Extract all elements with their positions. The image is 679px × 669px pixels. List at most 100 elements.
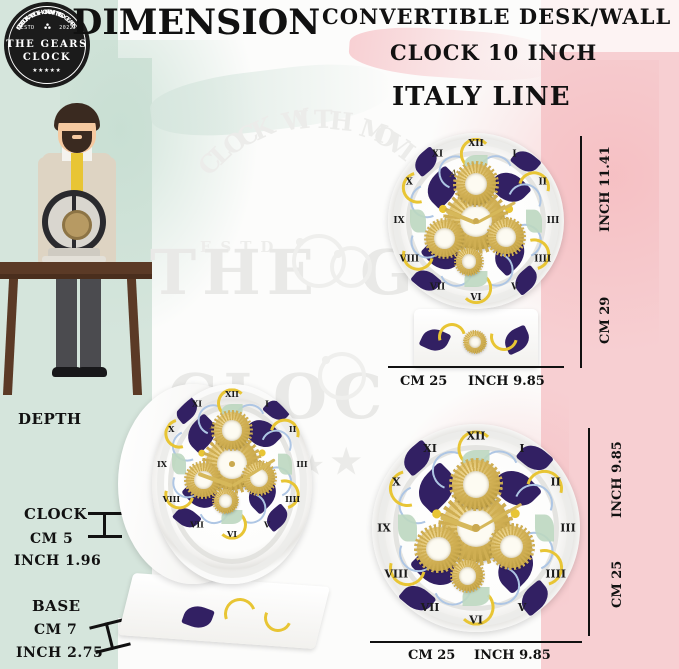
badge-estd: ESTD 2022 [4,25,90,31]
clock-numeral: IIII [545,567,566,581]
clock-numeral: III [296,459,308,469]
majolica-leaf [535,514,554,542]
person-shoe-right [77,367,107,377]
clock-center-pin [472,217,480,225]
clock-numeral: III [546,216,560,226]
clock-numeral: IX [377,521,391,535]
clock-numeral: VII [429,282,446,293]
value-base-depth-cm: CM 7 [34,622,78,638]
gear-hole [220,501,224,506]
clock-numeral: X [168,424,175,434]
gear-hole [465,486,472,493]
gear-hole [502,539,508,545]
label-clock-depth: CLOCK [24,505,88,523]
clock-numeral: IX [393,216,405,226]
gear-hole [195,481,201,487]
clock-numeral: VI [469,613,483,627]
desk-edge [0,274,152,279]
person-leg-left [56,265,77,375]
gear-hole [258,481,264,487]
clock-numeral: II [550,475,561,489]
badge-ring [8,6,86,84]
heading-italy-line: ITALY LINE [392,82,571,112]
gear-hole [436,231,442,238]
gear-hole [448,236,454,242]
gear-hole [510,551,517,558]
clock-numeral: I [512,149,517,160]
gear-hole [428,550,435,557]
gear-hole [475,188,482,195]
clock-numeral: V [263,519,271,530]
gear-hole [462,223,472,232]
person-beard [62,131,92,153]
clock-center-pin [472,524,480,532]
gear-hole [502,548,508,555]
gear-icon [44,23,51,29]
person-mouth [72,135,82,139]
depth-marker-clock [88,512,122,538]
gear-hole [428,540,435,547]
badge-estd-left: ESTD [20,25,35,31]
gear-hole [463,262,467,267]
clock-gear [211,409,253,451]
wall-clock-width-inch: INCH 9.85 [474,648,551,663]
clock-numeral: II [538,177,547,188]
clock-numeral: II [288,424,297,434]
desk-clock-height-cm: CM 29 [598,296,613,344]
gear-hole [510,234,516,240]
majolica-leaf [277,453,292,475]
gear-hole [228,499,232,503]
gear-hole [202,483,208,489]
gear-hole [436,240,442,246]
clock-numeral: V [517,601,527,615]
clock-numeral: XII [466,429,486,443]
clock-numeral: XI [192,398,202,409]
clock-numeral: XI [423,441,437,455]
clock-numeral: VI [227,529,237,539]
gear-hole [505,228,511,233]
clock-numeral: VIII [162,494,181,504]
clock-numeral: XII [225,389,239,399]
gear-hole [252,479,257,485]
gear-hole [466,185,473,192]
clock-numeral: XI [431,149,444,160]
gear-hole [223,431,229,438]
badge-stars: ★★★★★ [32,65,62,74]
wall-clock-height-inch: INCH 9.85 [610,441,625,518]
gear-hole [231,469,239,478]
stand-gear [462,329,488,355]
majolica-yellow-scroll [459,137,493,171]
gear-hole [475,206,484,215]
gear-hole [443,242,450,248]
gear-hole [481,480,489,488]
value-clock-depth-inch: INCH 1.96 [14,553,102,569]
gear-hole [443,229,450,235]
clock-gear [449,457,503,512]
wall-clock-width-line [370,641,582,643]
clock-gear [486,217,526,257]
majolica-leaf [398,514,417,542]
desk-clock-height-line [580,136,582,368]
gear-hole [468,264,473,269]
reference-clock-base-lip [42,256,106,263]
gear-hole [471,573,476,578]
wall-clock-width-cm: CM 25 [408,648,456,663]
gear-hole [505,240,511,246]
wall-clock-height-cm: CM 25 [610,560,625,608]
desk-top [0,262,152,276]
gear-hole [475,472,483,479]
person-leg-right [80,265,101,375]
label-base-depth: BASE [32,597,81,615]
wall-clock-height-line [588,428,590,636]
reference-clock-gear [62,210,92,240]
gear-hole [480,181,487,187]
clock-gear [453,161,499,207]
majolica-leaf [172,453,187,475]
clock-numeral: VI [470,293,482,303]
